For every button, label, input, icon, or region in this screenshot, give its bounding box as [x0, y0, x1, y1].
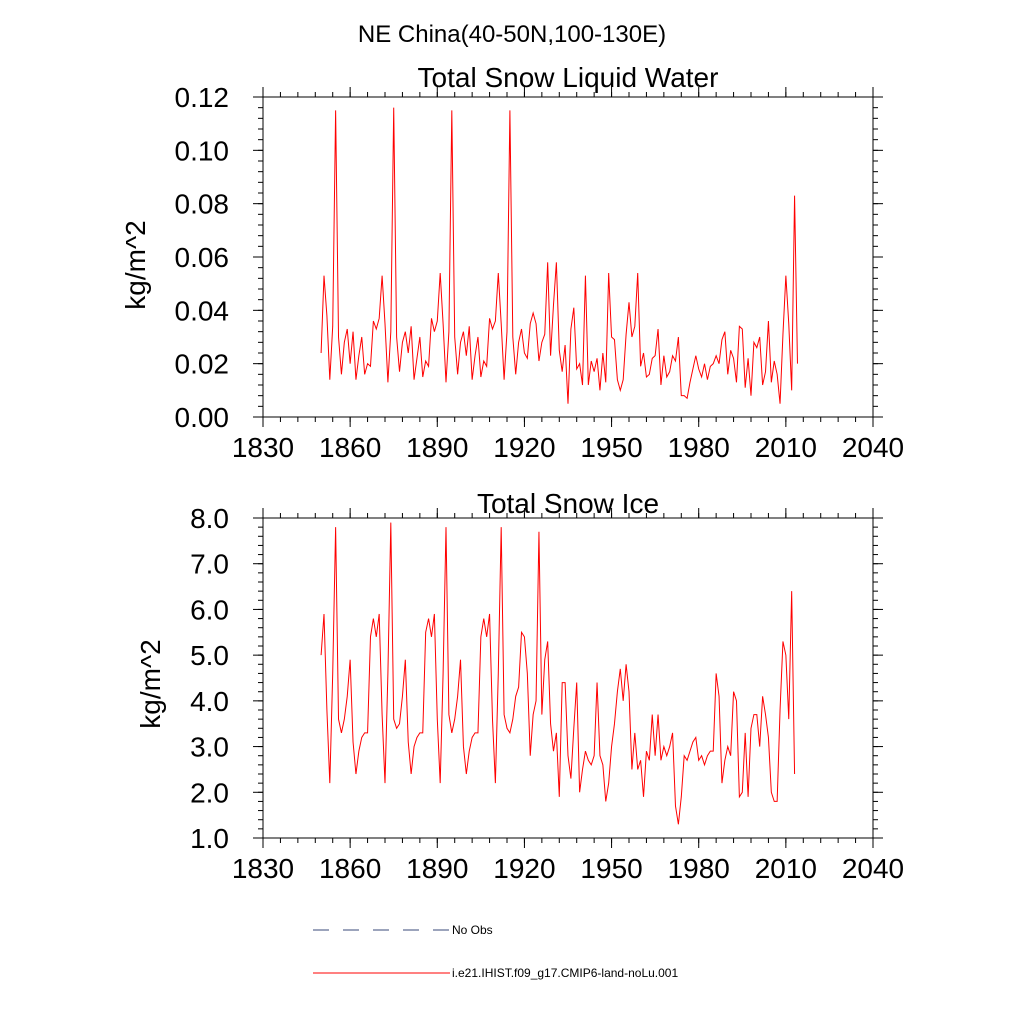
y-tick-label: 0.00: [175, 402, 230, 433]
x-tick-label: 1860: [319, 853, 381, 884]
x-tick-label: 1830: [232, 432, 294, 463]
x-ticks: 1830 1860 1890 1920 1950 1980 2010 2040: [232, 508, 904, 884]
y-axis-label: kg/m^2: [120, 220, 151, 309]
x-tick-label: 1830: [232, 853, 294, 884]
y-tick-label: 0.08: [175, 189, 230, 220]
x-tick-label: 2010: [755, 432, 817, 463]
series-line: [320, 107, 798, 404]
y-tick-label: 2.0: [190, 777, 229, 808]
series: [320, 107, 798, 404]
y-tick-label: 0.04: [175, 295, 230, 326]
x-tick-label: 1890: [406, 853, 468, 884]
y-tick-label: 8.0: [190, 503, 229, 534]
x-tick-label: 2040: [842, 432, 904, 463]
y-tick-label: 0.02: [175, 349, 230, 380]
chart-panel-liquid-water: Total Snow Liquid Water 1830 1860 1890 1920…: [120, 62, 904, 463]
chart-title: Total Snow Liquid Water: [418, 62, 719, 93]
chart-title: Total Snow Ice: [477, 488, 659, 519]
main-title: NE China(40-50N,100-130E): [358, 21, 666, 48]
y-tick-label: 5.0: [190, 640, 229, 671]
legend-label-model: i.e21.IHIST.f09_g17.CMIP6-land-noLu.001: [452, 966, 678, 980]
x-tick-label: 1920: [493, 853, 555, 884]
x-tick-label: 2010: [755, 853, 817, 884]
y-tick-label: 1.0: [190, 823, 229, 854]
y-tick-label: 3.0: [190, 732, 229, 763]
y-ticks: 1.0 2.0 3.0 4.0 5.0 6.0 7.0 8.0: [190, 503, 883, 854]
y-tick-label: 7.0: [190, 549, 229, 580]
y-tick-label: 6.0: [190, 594, 229, 625]
plot-frame: [262, 517, 874, 839]
series-line: [320, 522, 796, 825]
legend: No Obs i.e21.IHIST.f09_g17.CMIP6-land-no…: [313, 923, 678, 980]
series: [320, 522, 796, 825]
y-axis-label: kg/m^2: [135, 639, 166, 728]
y-tick-label: 4.0: [190, 686, 229, 717]
x-tick-label: 1950: [580, 432, 642, 463]
y-tick-label: 0.10: [175, 135, 230, 166]
y-tick-label: 0.12: [175, 82, 230, 113]
x-tick-label: 2040: [842, 853, 904, 884]
x-tick-label: 1980: [668, 432, 730, 463]
legend-label-no-obs: No Obs: [452, 923, 493, 937]
x-tick-label: 1920: [493, 432, 555, 463]
x-tick-label: 1980: [668, 853, 730, 884]
chart-panel-snow-ice: Total Snow Ice 1830 1860 1890 1920 1950 1980 2…: [135, 488, 904, 884]
x-tick-label: 1860: [319, 432, 381, 463]
x-ticks: 1830 1860 1890 1920 1950 1980 2010 2040: [232, 87, 904, 463]
y-ticks: 0.00 0.02 0.04 0.06 0.08 0.10 0.12: [175, 82, 883, 433]
x-tick-label: 1950: [580, 853, 642, 884]
x-tick-label: 1890: [406, 432, 468, 463]
y-tick-label: 0.06: [175, 242, 230, 273]
